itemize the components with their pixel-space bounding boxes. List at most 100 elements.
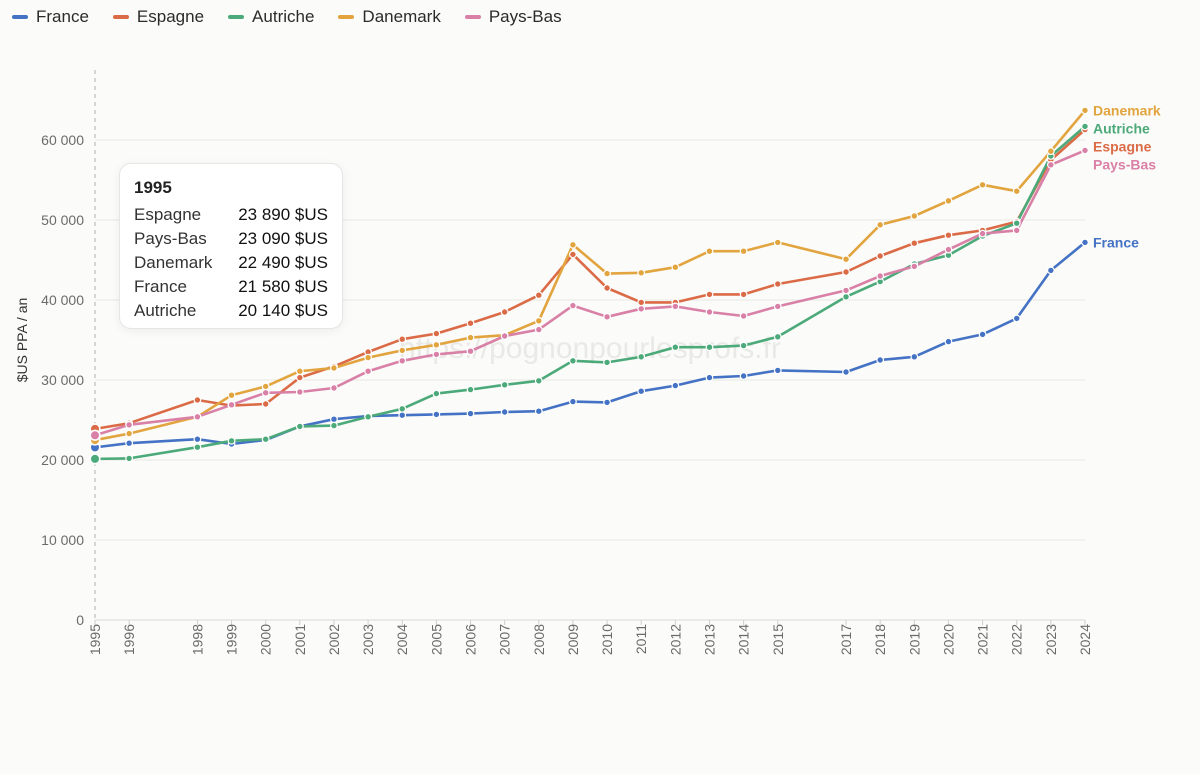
data-point-espagne[interactable] (944, 231, 953, 240)
data-point-espagne[interactable] (637, 298, 646, 307)
data-point-danemark[interactable] (1046, 147, 1055, 156)
data-point-pays-bas[interactable] (125, 420, 134, 429)
data-point-autriche[interactable] (500, 380, 509, 389)
data-point-pays-bas[interactable] (603, 312, 611, 321)
data-point-france[interactable] (193, 435, 202, 444)
series-line-autriche[interactable] (93, 125, 1087, 461)
data-point-pays-bas[interactable] (295, 388, 304, 396)
data-point-danemark[interactable] (739, 247, 748, 256)
data-point-espagne[interactable] (193, 396, 202, 404)
data-point-autriche[interactable] (671, 343, 680, 352)
data-point-pays-bas[interactable] (773, 302, 782, 311)
data-point-espagne[interactable] (500, 308, 509, 316)
data-point-espagne[interactable] (398, 335, 407, 344)
data-point-pays-bas[interactable] (1012, 226, 1021, 235)
data-point-france[interactable] (637, 387, 646, 396)
data-point-pays-bas[interactable] (637, 304, 646, 313)
data-point-autriche[interactable] (364, 412, 373, 421)
data-point-france[interactable] (671, 381, 680, 390)
data-point-france[interactable] (739, 372, 748, 380)
data-point-danemark[interactable] (705, 247, 714, 256)
data-point-danemark[interactable] (295, 367, 304, 376)
data-point-pays-bas[interactable] (739, 312, 748, 320)
data-point-espagne[interactable] (876, 252, 885, 260)
data-point-danemark[interactable] (398, 346, 407, 355)
data-point-autriche[interactable] (125, 454, 134, 463)
data-point-autriche[interactable] (842, 292, 850, 301)
data-point-autriche[interactable] (398, 404, 407, 413)
data-point-pays-bas[interactable] (569, 301, 577, 310)
data-point-pays-bas[interactable] (705, 308, 714, 316)
data-point-autriche[interactable] (295, 422, 304, 431)
data-point-danemark[interactable] (910, 212, 919, 220)
data-point-france[interactable] (773, 366, 782, 375)
data-point-autriche[interactable] (330, 421, 338, 430)
data-point-pays-bas[interactable] (227, 400, 236, 409)
series-points[interactable] (89, 106, 1089, 465)
data-point-danemark[interactable] (773, 238, 782, 247)
data-point-danemark[interactable] (261, 382, 270, 391)
data-point-danemark[interactable] (1081, 106, 1089, 115)
data-point-danemark[interactable] (603, 269, 611, 278)
data-point-danemark[interactable] (364, 353, 373, 362)
data-point-france[interactable] (534, 407, 543, 416)
data-point-pays-bas[interactable] (876, 272, 885, 280)
data-point-france[interactable] (500, 408, 509, 416)
data-point-danemark[interactable] (842, 255, 850, 264)
data-point-france[interactable] (569, 397, 577, 406)
data-point-pays-bas[interactable] (671, 302, 680, 311)
data-point-pays-bas[interactable] (193, 412, 202, 421)
data-point-autriche[interactable] (432, 389, 441, 398)
data-point-autriche[interactable] (466, 385, 475, 394)
data-point-espagne[interactable] (432, 329, 441, 338)
data-point-espagne[interactable] (773, 280, 782, 288)
data-point-france[interactable] (1046, 266, 1055, 275)
data-point-pays-bas[interactable] (466, 347, 475, 356)
data-point-france[interactable] (842, 368, 850, 376)
data-point-pays-bas[interactable] (432, 350, 441, 359)
data-point-france[interactable] (1081, 238, 1089, 247)
data-point-danemark[interactable] (534, 316, 543, 325)
legend-item-france[interactable]: France (12, 7, 89, 27)
data-point-espagne[interactable] (603, 284, 611, 292)
data-point-danemark[interactable] (569, 240, 577, 249)
data-point-danemark[interactable] (637, 268, 646, 277)
data-point-france[interactable] (1012, 314, 1021, 323)
data-point-autriche[interactable] (534, 376, 543, 385)
data-point-france[interactable] (466, 409, 475, 418)
data-point-autriche[interactable] (261, 435, 270, 444)
data-point-autriche[interactable] (227, 436, 236, 445)
data-point-danemark[interactable] (876, 220, 885, 229)
data-point-espagne[interactable] (842, 268, 850, 276)
data-point-espagne[interactable] (910, 239, 919, 248)
data-point-espagne[interactable] (739, 290, 748, 299)
data-point-pays-bas[interactable] (89, 429, 101, 441)
data-point-danemark[interactable] (227, 391, 236, 400)
data-point-espagne[interactable] (569, 250, 577, 259)
data-point-danemark[interactable] (330, 364, 338, 372)
data-point-france[interactable] (603, 398, 611, 407)
data-point-pays-bas[interactable] (1081, 146, 1089, 155)
data-point-espagne[interactable] (261, 400, 270, 408)
data-point-espagne[interactable] (466, 319, 475, 328)
legend-item-danemark[interactable]: Danemark (338, 7, 441, 27)
data-point-espagne[interactable] (295, 373, 304, 382)
data-point-danemark[interactable] (944, 196, 953, 205)
data-point-autriche[interactable] (1012, 219, 1021, 228)
data-point-autriche[interactable] (637, 352, 646, 361)
data-point-france[interactable] (432, 410, 441, 419)
data-point-danemark[interactable] (432, 340, 441, 349)
data-point-autriche[interactable] (603, 358, 611, 367)
legend-item-pays-bas[interactable]: Pays-Bas (464, 7, 562, 27)
data-point-france[interactable] (330, 415, 338, 424)
data-point-pays-bas[interactable] (330, 384, 338, 392)
data-point-france[interactable] (398, 411, 407, 420)
data-point-france[interactable] (125, 439, 134, 448)
data-point-autriche[interactable] (193, 443, 202, 452)
data-point-autriche[interactable] (1081, 122, 1089, 131)
data-point-danemark[interactable] (1012, 187, 1021, 196)
data-point-autriche[interactable] (569, 356, 577, 365)
data-point-pays-bas[interactable] (364, 367, 373, 376)
data-point-pays-bas[interactable] (534, 325, 543, 334)
data-point-france[interactable] (944, 337, 953, 346)
